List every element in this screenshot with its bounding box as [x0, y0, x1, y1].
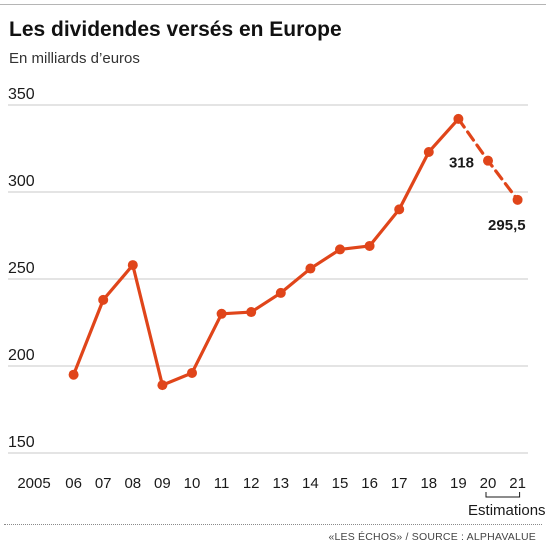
y-tick-label: 300 — [8, 173, 35, 190]
chart-subtitle: En milliards d’euros — [9, 50, 140, 67]
x-tick-label: 08 — [124, 475, 141, 492]
x-tick-label: 17 — [391, 475, 408, 492]
data-point — [364, 240, 375, 251]
y-tick-label: 350 — [8, 86, 35, 103]
data-point — [305, 263, 316, 274]
data-point — [275, 287, 286, 298]
x-tick-label: 19 — [450, 475, 467, 492]
estimations-label: Estimations — [468, 502, 546, 519]
data-point — [246, 307, 257, 318]
data-point — [423, 146, 434, 157]
y-tick-label: 200 — [8, 347, 35, 364]
data-points — [68, 113, 523, 391]
data-point — [157, 380, 168, 391]
data-point — [187, 367, 197, 378]
data-point — [127, 260, 138, 271]
x-tick-label: 21 — [509, 475, 526, 492]
data-label: 295,5 — [488, 217, 526, 234]
estimations-annotation: Estimations — [468, 492, 546, 519]
x-tick-label: 15 — [332, 475, 349, 492]
data-point — [394, 204, 405, 215]
actual-line — [71, 117, 460, 387]
y-tick-label: 250 — [8, 260, 35, 277]
data-point — [216, 308, 227, 319]
data-labels: 318 295,5 — [449, 155, 526, 234]
x-tick-label: 12 — [243, 475, 260, 492]
x-tick-label: 09 — [154, 475, 171, 492]
line-chart: 150 200 250 300 350 2005 06 07 08 09 10 11 12 13 14 15… — [8, 86, 546, 519]
x-tick-label: 10 — [184, 475, 201, 492]
x-tick-label: 16 — [361, 475, 378, 492]
x-tick-label: 18 — [420, 475, 437, 492]
y-tick-label: 150 — [8, 434, 35, 451]
grid-lines — [8, 104, 528, 454]
data-point — [453, 113, 464, 124]
data-point — [483, 155, 493, 166]
estimations-bracket — [485, 492, 521, 498]
top-rule — [0, 4, 546, 5]
x-tick-label: 20 — [480, 475, 497, 492]
source-credit: «LES ÉCHOS» / SOURCE : ALPHAVALUE — [328, 531, 536, 543]
data-point — [68, 369, 79, 380]
x-axis-labels: 2005 06 07 08 09 10 11 12 13 14 15 16 17 18 19 20 21 — [17, 475, 526, 492]
y-axis-labels: 150 200 250 300 350 — [8, 86, 35, 451]
x-tick-label: 06 — [65, 475, 82, 492]
x-tick-label: 13 — [272, 475, 289, 492]
bottom-rule — [4, 524, 542, 525]
data-point — [98, 294, 109, 305]
x-tick-label: 07 — [95, 475, 112, 492]
x-tick-label: 11 — [214, 475, 230, 492]
x-tick-label: 14 — [302, 475, 319, 492]
chart-title: Les dividendes versés en Europe — [9, 18, 342, 41]
data-point — [335, 244, 345, 255]
data-point — [512, 194, 523, 205]
data-label: 318 — [449, 155, 474, 172]
x-tick-label: 2005 — [17, 475, 50, 492]
